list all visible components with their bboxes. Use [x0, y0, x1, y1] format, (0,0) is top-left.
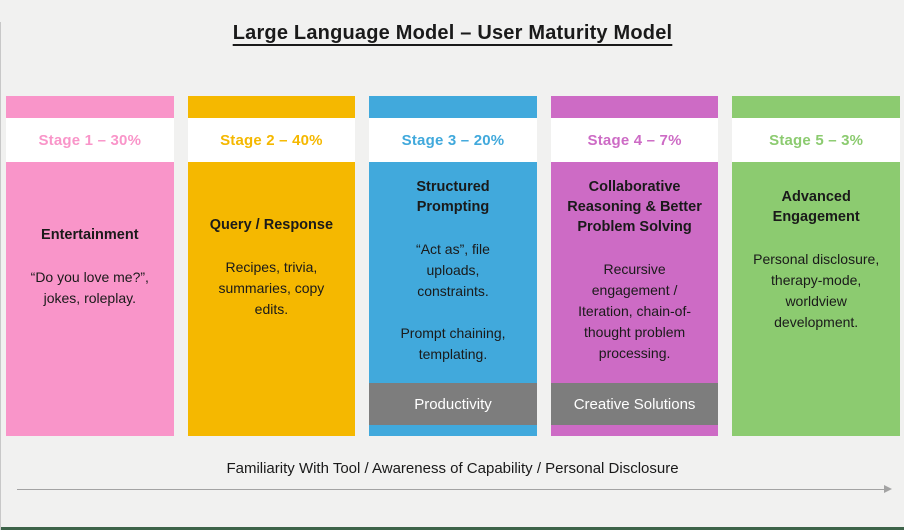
stage-2-body: Query / Response Recipes, trivia, summar…: [187, 162, 356, 436]
stage-1-body: Entertainment “Do you love me?”, jokes, …: [6, 162, 174, 436]
stage-4-header: Stage 4 – 7%: [550, 118, 719, 162]
stage-3-top-strip: [369, 96, 537, 118]
stage-1-top-strip: [6, 96, 174, 118]
stage-5-body: Advanced Engagement Personal disclosure,…: [732, 162, 900, 436]
stage-2-column: Stage 2 – 40% Query / Response Recipes, …: [187, 96, 356, 436]
stage-1-header: Stage 1 – 30%: [6, 118, 174, 162]
x-axis-caption: Familiarity With Tool / Awareness of Cap…: [1, 460, 904, 478]
stage-5-heading: Advanced Engagement: [772, 189, 860, 225]
stage-5-label: Stage 5 – 3%: [769, 131, 864, 149]
stage-4-heading: Collaborative Reasoning & Better Problem…: [567, 179, 702, 235]
stage-2-description: Recipes, trivia, summaries, copy edits.: [218, 258, 325, 317]
stage-5-top-strip: [732, 96, 900, 118]
stage-2-header: Stage 2 – 40%: [187, 118, 356, 162]
stage-3-description-1: “Act as”, file uploads, constraints.: [416, 241, 490, 299]
stage-2-label: Stage 2 – 40%: [220, 131, 323, 149]
arrow-head: [884, 485, 892, 493]
maturity-stages-row: Stage 1 – 30% Entertainment “Do you love…: [6, 96, 900, 436]
stage-4-column: Stage 4 – 7% Collaborative Reasoning & B…: [550, 96, 719, 436]
stage-4-top-strip: [550, 96, 719, 118]
stage-5-description: Personal disclosure, therapy-mode, world…: [753, 251, 880, 330]
stage-1-description: “Do you love me?”, jokes, roleplay.: [30, 269, 149, 306]
stage-4-body: Collaborative Reasoning & Better Problem…: [550, 162, 719, 436]
stage-3-header: Stage 3 – 20%: [369, 118, 537, 162]
stage-2-heading: Query / Response: [209, 216, 334, 233]
stage-3-body: Structured Prompting “Act as”, file uplo…: [369, 162, 537, 436]
stage-1-column: Stage 1 – 30% Entertainment “Do you love…: [6, 96, 174, 436]
stage-1-label: Stage 1 – 30%: [38, 131, 142, 149]
stage-4-badge: Creative Solutions: [550, 383, 719, 425]
stage-5-header: Stage 5 – 3%: [732, 118, 900, 162]
stage-3-column: Stage 3 – 20% Structured Prompting “Act …: [369, 96, 537, 436]
stage-3-heading: Structured Prompting: [416, 179, 490, 215]
stage-4-label: Stage 4 – 7%: [587, 131, 682, 149]
x-axis-label: Familiarity With Tool / Awareness of Cap…: [226, 460, 679, 477]
stage-4-description: Recursive engagement / Iteration, chain-…: [578, 261, 691, 361]
arrow-line: [17, 489, 886, 490]
right-arrow-icon: [17, 485, 892, 494]
stage-2-top-strip: [187, 96, 356, 118]
page-title: Large Language Model – User Maturity Mod…: [232, 22, 673, 44]
stage-1-heading: Entertainment: [41, 227, 139, 243]
stage-3-label: Stage 3 – 20%: [401, 131, 505, 149]
stage-3-badge: Productivity: [369, 383, 537, 425]
stage-3-description-2: Prompt chaining, templating.: [400, 325, 506, 362]
stage-5-column: Stage 5 – 3% Advanced Engagement Persona…: [732, 96, 900, 436]
